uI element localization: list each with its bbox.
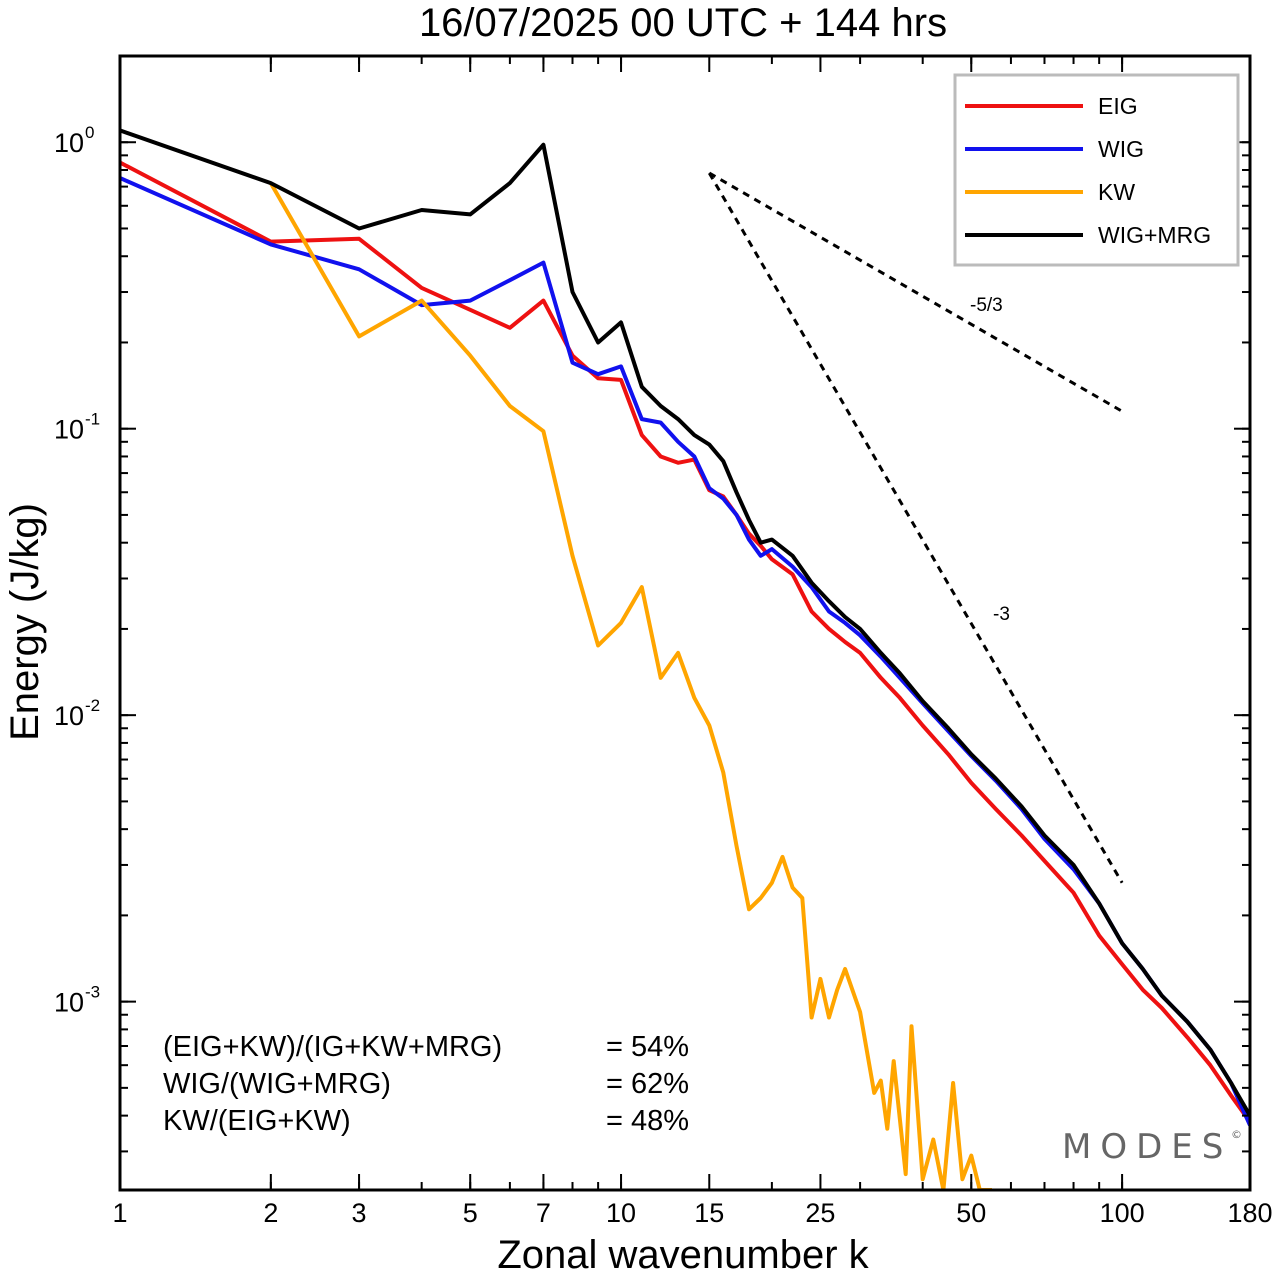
ratio-label: KW/(EIG+KW) — [163, 1105, 351, 1137]
y-tick-label: 10 — [54, 415, 84, 445]
y-axis-title: Energy (J/kg) — [3, 503, 47, 741]
modes-watermark: MODES © — [1062, 1127, 1242, 1167]
x-tick-label: 50 — [956, 1198, 986, 1228]
x-tick-label: 1 — [112, 1198, 127, 1228]
x-tick-label: 3 — [352, 1198, 367, 1228]
x-axis-title: Zonal wavenumber k — [497, 1233, 869, 1277]
series-line-wig — [120, 176, 1250, 1127]
series-line-wig-mrg — [120, 128, 1250, 1117]
reference-line-label: -3 — [993, 604, 1010, 625]
ratio-value: = 54% — [606, 1031, 689, 1063]
y-tick-exponent: 0 — [85, 123, 94, 142]
y-tick-exponent: -1 — [85, 410, 100, 429]
reference-slope-lines: -5/3 -3 — [708, 171, 1124, 884]
legend-label: WIG+MRG — [1098, 222, 1211, 248]
series-line-eig — [120, 160, 1250, 1124]
x-tick-label: 100 — [1100, 1198, 1145, 1228]
y-tick-exponent: -3 — [85, 983, 100, 1002]
plot-frame — [118, 54, 1252, 1192]
series-layer — [120, 128, 1250, 1190]
y-tick-label: 10 — [54, 701, 84, 731]
watermark-copyright: © — [1231, 1128, 1242, 1141]
ratio-label: (EIG+KW)/(IG+KW+MRG) — [163, 1031, 502, 1063]
x-tick-label: 180 — [1227, 1198, 1272, 1228]
ratio-label: WIG/(WIG+MRG) — [163, 1068, 391, 1100]
y-tick-label: 10 — [54, 988, 84, 1018]
x-tick-label: 7 — [536, 1198, 551, 1228]
legend-label: WIG — [1098, 136, 1144, 162]
reference-line-minus-five-thirds — [708, 171, 1123, 413]
reference-line-label: -5/3 — [970, 295, 1003, 316]
legend-label: EIG — [1098, 93, 1138, 119]
y-tick-label: 10 — [54, 128, 84, 158]
y-tick-exponent: -2 — [85, 696, 100, 715]
legend: EIG WIG KW WIG+MRG — [953, 73, 1240, 267]
x-tick-label: 25 — [805, 1198, 835, 1228]
x-tick-label: 2 — [263, 1198, 278, 1228]
watermark-text: MODES — [1062, 1127, 1232, 1167]
x-tick-labels: 1 2 3 5 7 10 15 25 50 100 180 — [112, 1198, 1272, 1228]
series-line-kw — [269, 182, 992, 1190]
ratio-value: = 48% — [606, 1105, 689, 1137]
chart-title: 16/07/2025 00 UTC + 144 hrs — [419, 1, 947, 45]
x-tick-label: 10 — [606, 1198, 636, 1228]
x-tick-label: 15 — [694, 1198, 724, 1228]
x-tick-label: 5 — [463, 1198, 478, 1228]
axis-ticks — [119, 55, 1251, 1190]
ratio-value: = 62% — [606, 1068, 689, 1100]
reference-line-minus-three — [708, 172, 1124, 884]
ratio-annotations: (EIG+KW)/(IG+KW+MRG) = 54% WIG/(WIG+MRG) = … — [163, 1031, 689, 1137]
legend-label: KW — [1098, 179, 1135, 205]
